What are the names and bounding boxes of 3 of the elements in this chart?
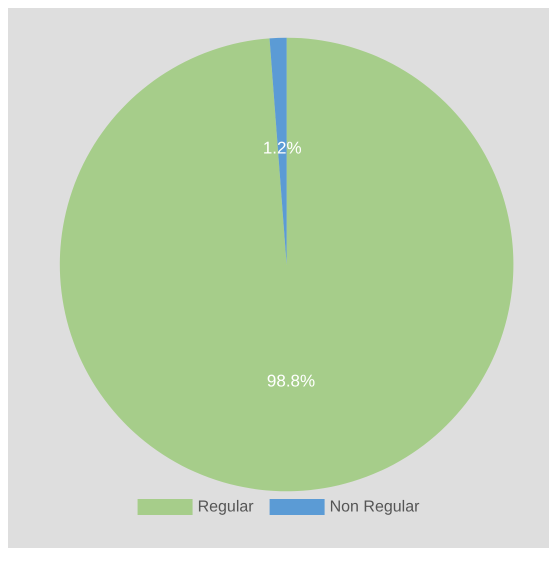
data-label: 98.8% — [266, 371, 316, 390]
legend-label: Non Regular — [330, 498, 420, 516]
legend-label: Regular — [198, 498, 254, 516]
